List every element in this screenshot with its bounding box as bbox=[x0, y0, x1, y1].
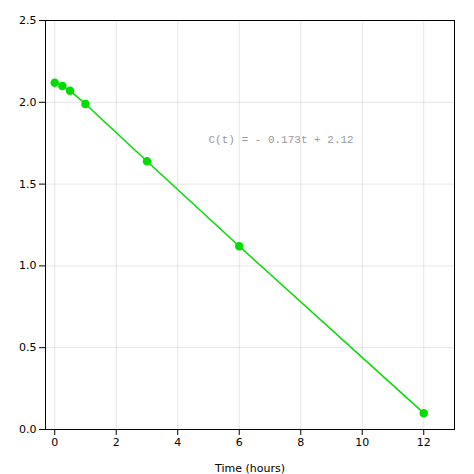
svg-text:0.5: 0.5 bbox=[19, 341, 37, 354]
svg-text:10: 10 bbox=[355, 436, 369, 449]
svg-text:12: 12 bbox=[417, 436, 431, 449]
svg-text:2: 2 bbox=[113, 436, 120, 449]
svg-text:2.0: 2.0 bbox=[19, 96, 37, 109]
svg-text:8: 8 bbox=[297, 436, 304, 449]
svg-text:0.0: 0.0 bbox=[19, 423, 37, 436]
svg-text:1.0: 1.0 bbox=[19, 259, 37, 272]
svg-text:0: 0 bbox=[51, 436, 58, 449]
svg-text:4: 4 bbox=[174, 436, 181, 449]
svg-text:C(t) = - 0.173t + 2.12: C(t) = - 0.173t + 2.12 bbox=[208, 134, 353, 146]
svg-text:1.5: 1.5 bbox=[19, 178, 37, 191]
svg-text:Time (hours): Time (hours) bbox=[214, 462, 285, 474]
svg-text:6: 6 bbox=[236, 436, 243, 449]
svg-text:2.5: 2.5 bbox=[19, 14, 37, 27]
